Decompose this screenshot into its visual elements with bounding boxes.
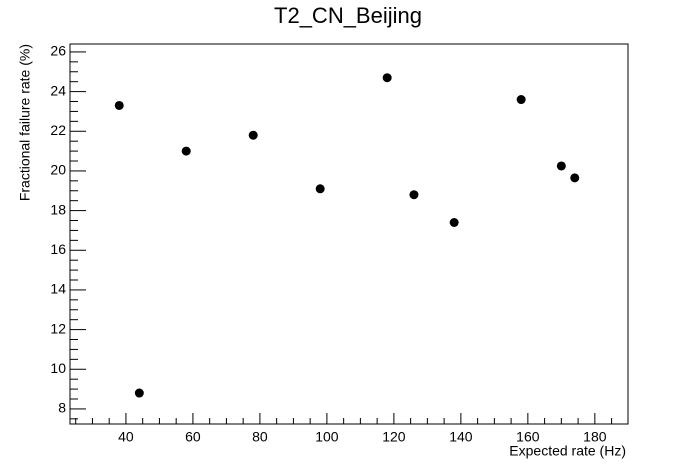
x-tick-label: 80 [252,429,268,445]
x-axis-title: Expected rate (Hz) [509,443,626,459]
y-tick-label: 20 [50,162,66,178]
x-tick-label: 100 [315,429,339,445]
x-tick-label: 40 [118,429,134,445]
point [556,161,566,171]
point [382,73,392,83]
y-tick-label: 26 [50,43,66,59]
x-tick-label: 140 [449,429,473,445]
x-tick-label: 120 [382,429,406,445]
point [181,146,191,156]
y-tick-label: 22 [50,122,66,138]
point [315,184,325,194]
y-tick-label: 14 [50,281,66,297]
y-tick-label: 24 [50,82,66,98]
point [409,190,419,200]
point [134,388,144,398]
point [516,95,526,105]
y-tick-label: 8 [58,400,66,416]
x-tick-label: 60 [185,429,201,445]
y-axis-title: Fractional failure rate (%) [17,44,33,201]
point [449,217,459,227]
x-tick-label: 160 [516,429,540,445]
point [114,100,124,110]
point [570,173,580,183]
y-tick-label: 16 [50,241,66,257]
y-tick-label: 12 [50,320,66,336]
point [248,130,258,140]
y-tick-label: 10 [50,360,66,376]
y-tick-label: 18 [50,201,66,217]
chart-title: T2_CN_Beijing [274,3,422,28]
x-tick-label: 180 [583,429,607,445]
plot-frame [69,43,629,425]
